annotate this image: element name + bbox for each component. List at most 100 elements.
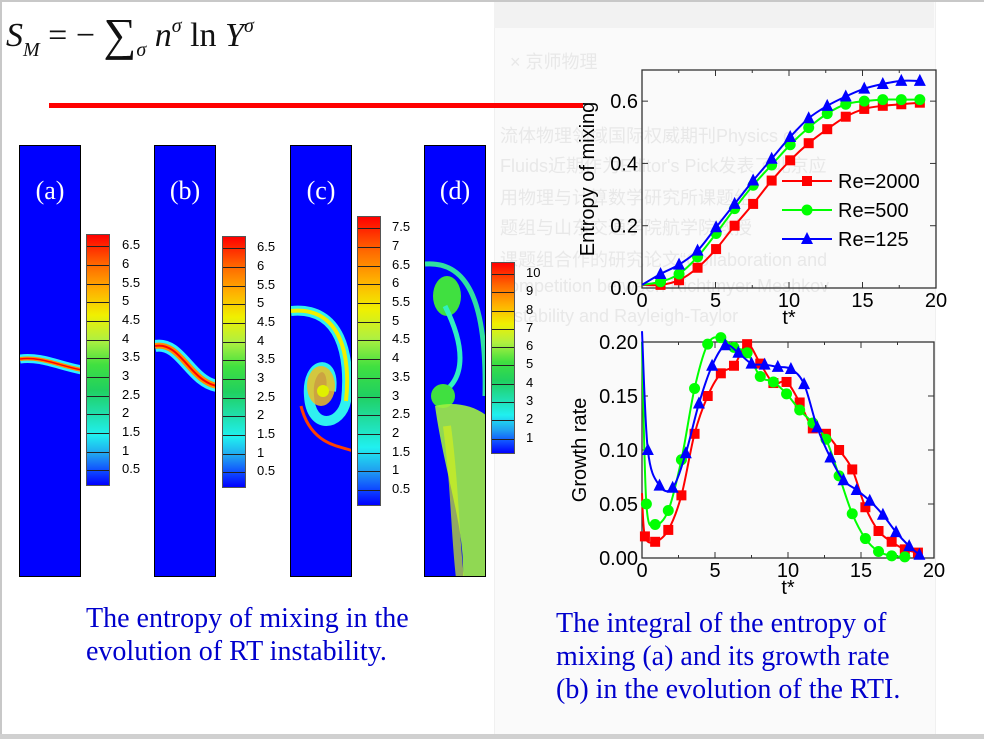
colorbar-tick <box>87 414 109 416</box>
colorbar-label: 7 <box>526 319 534 335</box>
colorbar <box>86 234 110 486</box>
colorbar-label: 1 <box>257 444 265 460</box>
data-point-circle <box>801 204 813 216</box>
colorbar-label: 4 <box>526 374 534 390</box>
series-line <box>641 98 920 286</box>
caption-left: The entropy of mixing in the evolution o… <box>86 602 409 668</box>
colorbar-tick <box>492 310 514 312</box>
colorbar-label: 5 <box>392 312 400 328</box>
colorbar-tick <box>492 365 514 367</box>
legend-label: Re=125 <box>838 229 909 251</box>
data-point-triangle <box>747 173 760 186</box>
colorbar-label: 5.5 <box>257 276 276 292</box>
contour-panel: (b) <box>154 145 216 577</box>
data-point-triangle <box>858 81 871 94</box>
colorbar <box>491 262 515 454</box>
colorbar-label: 0.5 <box>392 481 411 497</box>
data-point-triangle <box>798 377 811 390</box>
data-point-triangle <box>913 73 926 86</box>
data-point-square <box>859 103 870 114</box>
data-point-triangle <box>654 266 667 279</box>
formula-sum-index: σ <box>136 39 147 61</box>
data-point-triangle <box>890 525 903 538</box>
colorbar-tick <box>87 432 109 434</box>
data-point-circle <box>741 347 753 359</box>
growth-rate-chart: 0 5 10 15 20 0.00 0.05 0.10 0.15 0.20 t* Growth rat… <box>569 331 945 599</box>
colorbar-tick <box>358 359 380 361</box>
data-point-circle <box>886 550 898 562</box>
data-point-triangle <box>821 98 834 111</box>
x-tick-label: 20 <box>923 560 945 582</box>
x-tick-label: 15 <box>851 290 873 312</box>
x-axis-label: t* <box>782 307 796 329</box>
data-point-circle <box>846 508 858 520</box>
data-point-circle <box>873 546 885 558</box>
colorbar-tick <box>87 451 109 453</box>
colorbar-tick <box>87 395 109 397</box>
colorbar-tick <box>358 321 380 323</box>
data-point-triangle <box>745 356 758 369</box>
formula-Y-sup: σ <box>243 15 254 37</box>
colorbar-tick <box>87 470 109 472</box>
data-point-triangle <box>666 480 679 493</box>
colorbar-label: 8 <box>526 301 534 317</box>
y-tick-label: 0.05 <box>599 494 638 516</box>
colorbar-label: 5 <box>122 293 130 309</box>
data-point-square <box>663 524 674 535</box>
data-point-square <box>840 111 851 122</box>
data-point-square <box>715 368 726 379</box>
colorbar-tick <box>223 397 245 399</box>
colorbar-label: 10 <box>526 264 541 280</box>
y-tick-label: 0.20 <box>599 332 638 354</box>
colorbar-label: 6.5 <box>257 239 276 255</box>
data-point-triangle <box>913 547 926 560</box>
colorbar-tick <box>358 415 380 417</box>
colorbar-tick <box>492 438 514 440</box>
colorbar-tick <box>492 347 514 349</box>
data-point-square <box>728 360 739 371</box>
data-point-triangle <box>811 420 824 433</box>
data-point-square <box>729 220 740 231</box>
colorbar-label: 2 <box>526 411 534 427</box>
x-tick-label: 20 <box>925 290 947 312</box>
data-point-circle <box>662 504 674 516</box>
panel-label: (a) <box>35 176 65 205</box>
data-point-square <box>674 275 685 286</box>
colorbar-tick <box>358 303 380 305</box>
formula-ln: ln <box>190 17 217 54</box>
colorbar-label: 5.5 <box>122 274 141 290</box>
colorbar-tick <box>358 452 380 454</box>
watermark-line: 题组与山东交通学院航学院教授 <box>500 218 752 238</box>
colorbar-label: 5 <box>526 356 534 372</box>
colorbar-label: 5.5 <box>392 294 411 310</box>
data-point-triangle <box>679 446 692 459</box>
colorbar-tick <box>358 246 380 248</box>
colorbar-tick <box>358 396 380 398</box>
data-point-square <box>877 100 888 111</box>
colorbar-tick <box>358 490 380 492</box>
colorbar-tick <box>87 302 109 304</box>
data-point-triangle <box>837 473 850 486</box>
data-point-triangle <box>732 345 745 358</box>
colorbar-tick <box>223 416 245 418</box>
red-divider <box>49 103 583 108</box>
colorbar-tick <box>492 383 514 385</box>
series-line <box>641 101 920 287</box>
watermark-line: 流体物理领域国际权威期刊Physics of <box>500 126 799 146</box>
data-point-triangle <box>692 396 705 409</box>
watermark-line: 课题组合作的研究论文“Collaboration and <box>500 250 828 270</box>
colorbar <box>222 236 246 488</box>
colorbar-label: 5 <box>257 295 265 311</box>
data-point-circle <box>858 95 870 107</box>
colorbar-label: 7 <box>392 237 400 253</box>
x-tick-label: 10 <box>778 290 800 312</box>
colorbar-tick <box>87 376 109 378</box>
colorbar-label: 9 <box>526 283 534 299</box>
data-point-triangle <box>895 73 908 86</box>
data-point-square <box>886 536 897 547</box>
x-tick-label: 0 <box>636 560 647 582</box>
data-point-circle <box>803 122 815 134</box>
caption-right-line: The integral of the entropy of <box>556 608 887 639</box>
data-point-circle <box>673 268 685 280</box>
data-point-triangle <box>641 443 654 455</box>
